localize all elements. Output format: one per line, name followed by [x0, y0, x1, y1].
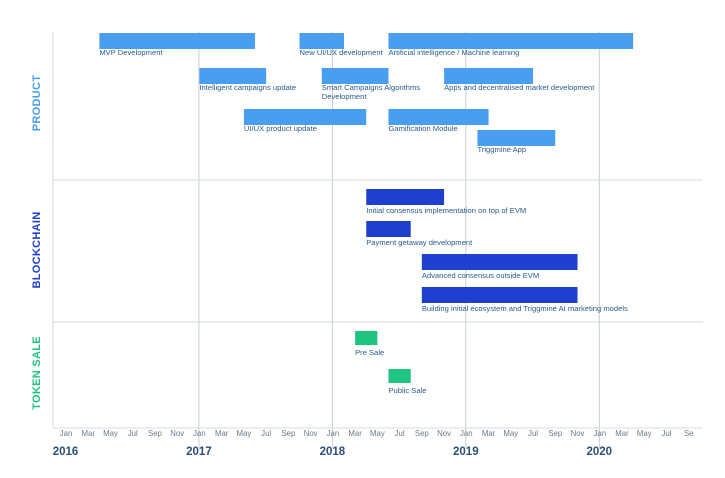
- month-tick-label: Jul: [395, 429, 405, 438]
- month-tick-label: Jul: [128, 429, 138, 438]
- month-tick-label: May: [637, 429, 652, 438]
- task-label-mvp-development: MVP Development: [99, 48, 163, 57]
- bar-artificial-intelligence-machine-learning: [388, 33, 634, 49]
- month-tick-label: May: [103, 429, 118, 438]
- bar-payment-getaway-development: [366, 221, 411, 237]
- bar-smart-campaigns-algorithms: [321, 68, 389, 84]
- month-tick-label: Sep: [148, 429, 163, 438]
- month-tick-label: Mar: [215, 429, 229, 438]
- year-tick-label-2019: 2019: [453, 446, 479, 458]
- task-label-intelligent-campaigns-update: Intelligent campaigns update: [199, 83, 296, 92]
- task-label-payment-getaway-development: Payment getaway development: [366, 238, 473, 247]
- bar-intelligent-campaigns-update: [199, 68, 267, 84]
- bar-advanced-consensus-outside-evm: [421, 254, 578, 270]
- month-tick-label: Nov: [304, 429, 318, 438]
- section-label-product: PRODUCT: [31, 75, 43, 132]
- task-label-initial-consensus-implementation-on-top-of-evm: Initial consensus implementation on top …: [366, 206, 526, 215]
- bar-initial-consensus-implementation-on-top-of-evm: [366, 189, 445, 205]
- section-label-token-sale: TOKEN SALE: [31, 336, 43, 410]
- bar-ui-ux-product-update: [243, 109, 367, 125]
- bar-triggmine-app: [477, 130, 556, 146]
- task-label-pre-sale: Pre Sale: [355, 348, 384, 357]
- year-tick-label-2016: 2016: [53, 446, 79, 458]
- month-tick-label: May: [237, 429, 252, 438]
- bar-new-ui-ux-development: [299, 33, 344, 49]
- task-label-apps-and-decentralised-market-development: Apps and decentralised market developmen…: [444, 83, 595, 92]
- month-tick-label: Jul: [528, 429, 538, 438]
- section-label-blockchain: BLOCKCHAIN: [31, 212, 43, 289]
- task-label-smart-campaigns-algorithms: Smart Campaigns Algorithms: [322, 83, 421, 92]
- month-tick-label: May: [503, 429, 518, 438]
- month-tick-label: Mar: [348, 429, 362, 438]
- month-tick-label: Mar: [82, 429, 96, 438]
- month-tick-label: Se: [684, 429, 694, 438]
- year-tick-label-2020: 2020: [586, 446, 612, 458]
- month-tick-label: Jan: [327, 429, 340, 438]
- month-tick-label: Sep: [415, 429, 430, 438]
- task-label-artificial-intelligence-machine-learning: Artificial intelligence / Machine learni…: [388, 48, 519, 57]
- bar-pre-sale: [355, 331, 378, 345]
- month-tick-label: Mar: [482, 429, 496, 438]
- month-tick-label: Sep: [548, 429, 563, 438]
- task-label-gamification-module: Gamification Module: [388, 124, 457, 133]
- month-tick-label: Jan: [593, 429, 606, 438]
- task-label-ui-ux-product-update: UI/UX product update: [244, 124, 317, 133]
- month-tick-label: Jan: [60, 429, 73, 438]
- month-tick-label: Mar: [615, 429, 629, 438]
- task-label-smart-campaigns-algorithms-line2: Development: [322, 92, 368, 101]
- task-label-advanced-consensus-outside-evm: Advanced consensus outside EVM: [422, 271, 539, 280]
- bar-public-sale: [388, 369, 411, 383]
- month-tick-label: Nov: [571, 429, 585, 438]
- month-tick-label: Jul: [261, 429, 271, 438]
- month-tick-label: Jul: [661, 429, 671, 438]
- month-tick-label: May: [370, 429, 385, 438]
- task-label-public-sale: Public Sale: [388, 386, 426, 395]
- year-tick-label-2018: 2018: [320, 446, 346, 458]
- year-tick-label-2017: 2017: [186, 446, 212, 458]
- bar-building-initial-ecosystem-and-triggmine-ai-marketing-models: [421, 287, 578, 303]
- month-tick-label: Jan: [460, 429, 473, 438]
- month-tick-label: Sep: [281, 429, 296, 438]
- bar-gamification-module: [388, 109, 489, 125]
- bar-apps-and-decentralised-market-development: [444, 68, 534, 84]
- month-tick-label: Jan: [193, 429, 206, 438]
- bar-mvp-development: [99, 33, 256, 49]
- task-label-new-ui-ux-development: New UI/UX development: [300, 48, 384, 57]
- month-tick-label: Nov: [437, 429, 451, 438]
- task-label-triggmine-app: Triggmine App: [477, 145, 526, 154]
- month-tick-label: Nov: [170, 429, 184, 438]
- task-label-building-initial-ecosystem-and-triggmine-ai-marketing-models: Building initial ecosystem and Triggmine…: [422, 304, 628, 313]
